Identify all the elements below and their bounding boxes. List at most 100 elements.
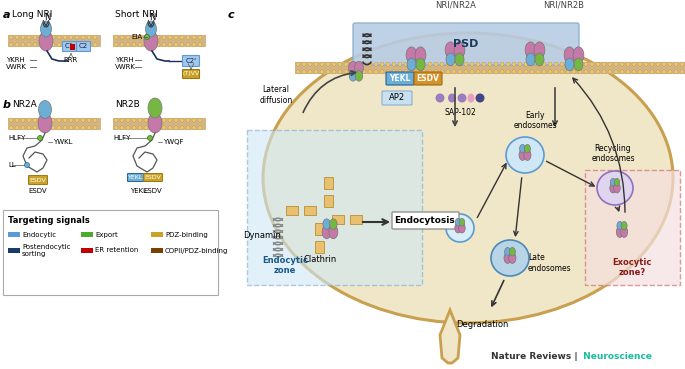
Ellipse shape (590, 70, 594, 74)
Ellipse shape (458, 62, 462, 66)
Ellipse shape (296, 70, 300, 74)
Ellipse shape (620, 62, 624, 66)
Ellipse shape (320, 62, 324, 66)
Text: YKRH: YKRH (115, 57, 134, 63)
Bar (315, 223, 324, 235)
Text: N: N (149, 14, 155, 23)
Ellipse shape (415, 47, 426, 63)
Ellipse shape (578, 70, 582, 74)
Ellipse shape (650, 62, 654, 66)
Text: N: N (44, 14, 50, 23)
Text: Dynamin: Dynamin (243, 231, 281, 239)
Ellipse shape (9, 43, 13, 47)
Ellipse shape (156, 43, 160, 47)
Ellipse shape (40, 21, 51, 37)
Text: HLFY: HLFY (113, 135, 130, 141)
Ellipse shape (75, 118, 79, 122)
Ellipse shape (33, 126, 37, 130)
Ellipse shape (162, 126, 166, 130)
Ellipse shape (148, 113, 162, 133)
Ellipse shape (69, 43, 73, 47)
Ellipse shape (93, 43, 97, 47)
Ellipse shape (626, 70, 630, 74)
Ellipse shape (314, 70, 318, 74)
Ellipse shape (15, 118, 19, 122)
Text: Early
endosomes: Early endosomes (513, 111, 557, 130)
Ellipse shape (350, 62, 354, 66)
Ellipse shape (323, 219, 330, 230)
Ellipse shape (584, 62, 588, 66)
Text: b: b (3, 100, 11, 110)
Text: YWKL: YWKL (53, 139, 73, 145)
Text: C2: C2 (79, 44, 88, 49)
Ellipse shape (87, 43, 91, 47)
Ellipse shape (668, 62, 672, 66)
Ellipse shape (518, 70, 522, 74)
Ellipse shape (132, 43, 136, 47)
Ellipse shape (39, 118, 43, 122)
Ellipse shape (75, 35, 79, 39)
Ellipse shape (314, 62, 318, 66)
Ellipse shape (39, 126, 43, 130)
Ellipse shape (573, 47, 584, 63)
Ellipse shape (57, 35, 61, 39)
Ellipse shape (617, 221, 623, 230)
Text: Recycling
endosomes: Recycling endosomes (591, 144, 635, 163)
Ellipse shape (596, 62, 600, 66)
Ellipse shape (349, 61, 358, 75)
Ellipse shape (610, 183, 616, 193)
Ellipse shape (186, 118, 190, 122)
Ellipse shape (614, 62, 618, 66)
Ellipse shape (355, 61, 364, 75)
Ellipse shape (332, 70, 336, 74)
Ellipse shape (548, 62, 552, 66)
Ellipse shape (126, 43, 130, 47)
Ellipse shape (51, 126, 55, 130)
Ellipse shape (416, 58, 425, 71)
Ellipse shape (398, 70, 402, 74)
Ellipse shape (638, 62, 642, 66)
Ellipse shape (114, 126, 118, 130)
Ellipse shape (144, 35, 148, 39)
Ellipse shape (120, 43, 124, 47)
Text: NRI/NR2B: NRI/NR2B (543, 1, 584, 10)
Bar (8, 248, 20, 253)
Text: Endocytic: Endocytic (22, 231, 56, 238)
Ellipse shape (144, 43, 148, 47)
Text: ER retention: ER retention (95, 248, 138, 254)
Ellipse shape (404, 62, 408, 66)
Text: YEKL: YEKL (130, 188, 147, 194)
Bar (81, 248, 93, 253)
Ellipse shape (509, 253, 516, 263)
Bar (324, 195, 333, 207)
Bar (332, 215, 344, 224)
Ellipse shape (608, 70, 612, 74)
Ellipse shape (668, 70, 672, 74)
Bar (81, 232, 93, 237)
Ellipse shape (519, 149, 526, 161)
Ellipse shape (644, 62, 648, 66)
Ellipse shape (386, 70, 390, 74)
Ellipse shape (57, 43, 61, 47)
Ellipse shape (322, 225, 331, 239)
Ellipse shape (428, 70, 432, 74)
Ellipse shape (452, 62, 456, 66)
Ellipse shape (33, 43, 37, 47)
Text: AP2: AP2 (389, 93, 405, 103)
Ellipse shape (602, 70, 606, 74)
Ellipse shape (572, 70, 576, 74)
Ellipse shape (525, 145, 530, 153)
Text: ESDV: ESDV (29, 188, 47, 194)
Text: VWRK: VWRK (6, 64, 27, 70)
Ellipse shape (114, 43, 118, 47)
Ellipse shape (534, 42, 545, 58)
Ellipse shape (9, 118, 13, 122)
Ellipse shape (416, 62, 420, 66)
Text: NR2B: NR2B (115, 100, 140, 109)
Ellipse shape (566, 62, 570, 66)
Ellipse shape (69, 126, 73, 130)
Ellipse shape (590, 62, 594, 66)
Ellipse shape (542, 62, 546, 66)
Ellipse shape (512, 62, 516, 66)
Ellipse shape (126, 118, 130, 122)
